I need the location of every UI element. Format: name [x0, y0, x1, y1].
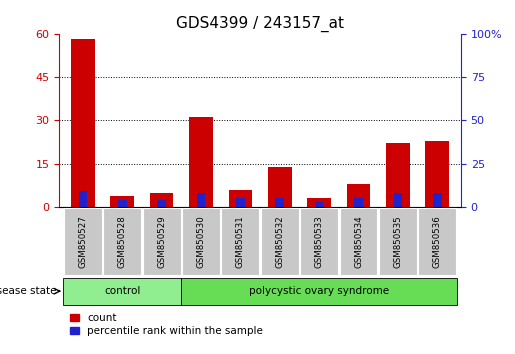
Bar: [189, 118, 213, 207]
Bar: [197, 193, 205, 207]
Text: GSM850536: GSM850536: [433, 215, 442, 268]
Bar: [71, 39, 95, 207]
Title: GDS4399 / 243157_at: GDS4399 / 243157_at: [176, 16, 344, 32]
Bar: [157, 200, 166, 207]
Bar: [354, 198, 363, 207]
Bar: [221, 209, 259, 275]
Bar: [379, 209, 417, 275]
Bar: [425, 141, 449, 207]
Bar: [339, 209, 377, 275]
Bar: [104, 209, 141, 275]
Text: GSM850534: GSM850534: [354, 215, 363, 268]
Bar: [236, 198, 245, 207]
Text: GSM850527: GSM850527: [78, 215, 88, 268]
Bar: [143, 209, 181, 275]
Bar: [182, 209, 220, 275]
Bar: [300, 209, 338, 275]
Text: GSM850533: GSM850533: [315, 215, 323, 268]
Text: polycystic ovary syndrome: polycystic ovary syndrome: [249, 286, 389, 296]
Bar: [118, 200, 127, 207]
Bar: [418, 209, 456, 275]
Text: GSM850532: GSM850532: [275, 215, 284, 268]
Bar: [347, 184, 370, 207]
Bar: [268, 167, 291, 207]
Text: control: control: [104, 286, 141, 296]
Bar: [393, 193, 402, 207]
Text: GSM850529: GSM850529: [157, 215, 166, 268]
Bar: [229, 190, 252, 207]
Bar: [315, 202, 323, 207]
Bar: [261, 209, 299, 275]
Bar: [78, 192, 87, 207]
Text: GSM850531: GSM850531: [236, 215, 245, 268]
Text: disease state: disease state: [0, 286, 57, 296]
Bar: [307, 198, 331, 207]
Text: GSM850535: GSM850535: [393, 215, 402, 268]
Text: GSM850530: GSM850530: [197, 215, 205, 268]
Bar: [386, 143, 410, 207]
Legend: count, percentile rank within the sample: count, percentile rank within the sample: [70, 313, 263, 336]
Bar: [150, 193, 174, 207]
Bar: [181, 278, 457, 305]
Bar: [433, 193, 442, 207]
Bar: [110, 195, 134, 207]
Bar: [63, 278, 181, 305]
Bar: [64, 209, 102, 275]
Text: GSM850528: GSM850528: [118, 215, 127, 268]
Bar: [276, 198, 284, 207]
